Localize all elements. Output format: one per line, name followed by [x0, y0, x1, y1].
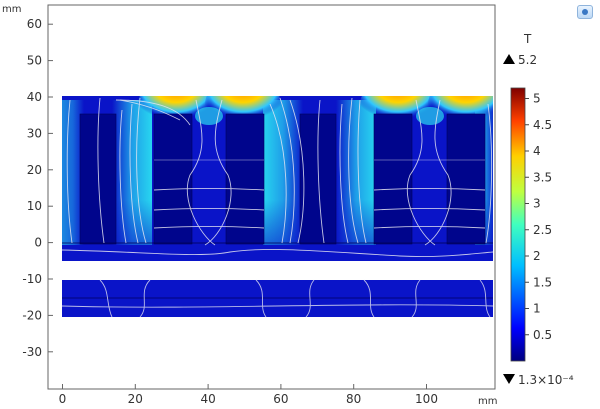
colorbar-tick-label: 4.5 [533, 118, 552, 132]
colorbar-max-label: 5.2 [518, 53, 537, 67]
screenshot-icon[interactable] [577, 5, 593, 19]
colorbar-tick-label: 4 [533, 144, 541, 158]
x-tick-label: 20 [128, 392, 143, 406]
y-tick-label: 20 [27, 163, 42, 177]
colorbar-tick-label: 5 [533, 92, 541, 106]
x-tick-label: 100 [415, 392, 438, 406]
x-tick-label: 60 [273, 392, 288, 406]
colorbar-max-marker-icon [503, 54, 515, 64]
colorbar-tick-label: 3.5 [533, 170, 552, 184]
y-tick-label: 10 [27, 199, 42, 213]
y-unit-label: mm [2, 4, 21, 15]
colorbar-tick-label: 1.5 [533, 275, 552, 289]
colorbar-tick-label: 2 [533, 249, 541, 263]
colorbar-tick-label: 1 [533, 302, 541, 316]
colorbar-tick-label: 0.5 [533, 328, 552, 342]
colorbar-tick-label: 2.5 [533, 223, 552, 237]
x-tick-label: 0 [59, 392, 67, 406]
y-tick-label: 60 [27, 17, 42, 31]
lower-strip [61, 279, 494, 318]
colorbar-min-label: 1.3×10⁻⁴ [518, 373, 574, 387]
y-tick-label: 30 [27, 126, 42, 140]
colorbar-min-marker-icon [503, 374, 515, 384]
colorbar [510, 87, 526, 362]
y-tick-label: 50 [27, 54, 42, 68]
colorbar-title: T [523, 32, 532, 46]
y-tick-label: 0 [34, 236, 42, 250]
y-tick-label: -10 [22, 272, 42, 286]
colorbar-tick-label: 3 [533, 197, 541, 211]
x-tick-label: 40 [200, 392, 215, 406]
upper-domain [62, 96, 493, 261]
x-tick-label: 80 [346, 392, 361, 406]
y-tick-label: 40 [27, 90, 42, 104]
y-tick-label: -30 [22, 345, 42, 359]
x-unit-label: mm [478, 396, 497, 407]
y-tick-label: -20 [22, 308, 42, 322]
